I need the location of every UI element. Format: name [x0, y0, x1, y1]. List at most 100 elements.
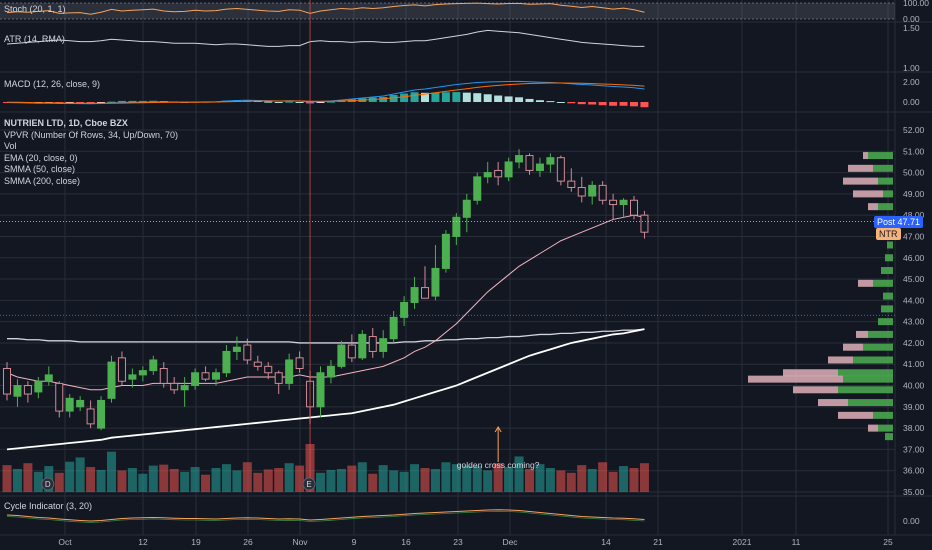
atr-pane[interactable] — [6, 29, 645, 47]
vpvr-up — [878, 203, 893, 211]
volume-bar — [347, 465, 357, 492]
candle-body — [253, 361, 262, 367]
vol-label[interactable]: Vol — [4, 141, 17, 151]
volume-bar — [357, 462, 367, 492]
cycle-line — [6, 509, 645, 522]
stoch-pane[interactable] — [0, 2, 895, 20]
volume-bar — [107, 451, 116, 492]
vpvr-label[interactable]: VPVR (Number Of Rows, 34, Up/Down, 70) — [4, 129, 179, 140]
symbol-title[interactable]: NUTRIEN LTD, 1D, Cboe BZX — [4, 118, 128, 128]
price-tick-label: 49.00 — [903, 189, 925, 199]
candle-body — [494, 169, 503, 178]
candle-body — [379, 338, 388, 352]
vpvr-profile — [748, 152, 893, 441]
stoch-label[interactable]: Stoch (20, 1, 1) — [4, 4, 66, 14]
candle-body — [55, 382, 64, 412]
macd-hist-bar — [609, 102, 618, 106]
macd-hist-bar — [598, 102, 607, 106]
candle-body — [44, 374, 53, 382]
volume-bar — [96, 469, 106, 492]
vpvr-down — [848, 164, 873, 172]
volume-bar — [451, 464, 461, 492]
cycle-label[interactable]: Cycle Indicator (3, 20) — [4, 501, 93, 511]
cycle-line-2 — [6, 510, 645, 523]
volume-bar — [316, 472, 325, 492]
price-tick-label: 51.00 — [903, 146, 925, 156]
candle-body — [640, 214, 649, 233]
volume-bar — [232, 470, 242, 492]
candle-body — [588, 184, 597, 197]
macd-hist-bar — [295, 102, 304, 103]
vpvr-up — [878, 318, 893, 326]
volume-bar — [472, 466, 482, 492]
volume-bar — [608, 471, 618, 492]
macd-hist-bar — [504, 96, 513, 102]
vpvr-up — [881, 267, 893, 275]
ema-label[interactable]: EMA (20, close, 0) — [4, 152, 78, 163]
time-tick-label: 16 — [401, 537, 411, 547]
volume-bar — [598, 462, 608, 492]
smma200-label[interactable]: SMMA (200, close) — [4, 175, 81, 186]
volume-bar — [242, 462, 252, 492]
candles[interactable] — [3, 149, 649, 431]
volume-bar — [639, 463, 649, 492]
vpvr-up — [885, 254, 893, 262]
volume-bar — [190, 467, 200, 492]
time-tick-label: 11 — [792, 537, 801, 547]
volume-bar — [148, 465, 158, 492]
candle-body — [170, 382, 179, 391]
volume-bar — [410, 464, 420, 492]
macd-hist-bar — [97, 102, 106, 103]
price-tick-label: 35.00 — [903, 487, 925, 497]
vpvr-down — [863, 152, 868, 160]
cycle-pane[interactable] — [6, 509, 645, 523]
price-tick-label: 44.00 — [903, 295, 925, 305]
candle-body — [358, 333, 367, 359]
candle-body — [274, 372, 283, 384]
smma50-label[interactable]: SMMA (50, close) — [4, 164, 76, 174]
atr-label[interactable]: ATR (14, RMA) — [4, 34, 65, 44]
volume-bar — [138, 473, 148, 492]
volume-bar — [629, 468, 639, 492]
candle-body — [337, 344, 346, 367]
macd-hist-bar — [588, 102, 597, 105]
macd-hist-bar — [535, 100, 544, 102]
macd-hist-bar — [515, 97, 524, 102]
price-tick-label: 43.00 — [903, 317, 925, 327]
time-axis-bg — [0, 535, 932, 550]
volume-bar — [86, 467, 96, 492]
time-axis[interactable]: Oct 12 19 26 Nov 9 16 23 Dec 14 21 2021 11 25 — [0, 534, 932, 550]
vpvr-up — [868, 152, 893, 160]
volume-bar — [326, 469, 336, 492]
macd-hist-bar — [117, 100, 126, 102]
time-tick-label: 14 — [601, 537, 611, 547]
volume-bar — [368, 473, 378, 492]
volume-bar — [221, 464, 231, 492]
price-axis[interactable]: 52.00 51.00 50.00 49.00 48.00 47.00 46.00 45.00… — [903, 0, 929, 526]
volume-bar — [535, 464, 545, 492]
vpvr-up — [887, 241, 893, 249]
candle-body — [410, 287, 419, 303]
candle-body — [316, 372, 325, 408]
time-tick-label: 19 — [191, 537, 201, 547]
candle-body — [567, 180, 576, 188]
candle-body — [34, 380, 43, 393]
price-tick-label: 46.00 — [903, 253, 925, 263]
event-marker-letter: D — [45, 480, 51, 489]
vpvr-down — [868, 203, 878, 211]
volume-bar — [263, 469, 273, 492]
price-tick-label: 38.00 — [903, 423, 925, 433]
candle-body — [326, 365, 335, 378]
macd-pane[interactable] — [3, 80, 649, 108]
event-marker-circle — [41, 477, 55, 491]
volume-bar — [2, 465, 12, 492]
vpvr-up — [873, 279, 893, 287]
candle-body — [107, 361, 116, 399]
vpvr-up — [878, 177, 893, 185]
macd-hist-bar — [65, 102, 74, 103]
macd-label[interactable]: MACD (12, 26, close, 9) — [4, 79, 101, 89]
vpvr-up — [843, 375, 893, 383]
